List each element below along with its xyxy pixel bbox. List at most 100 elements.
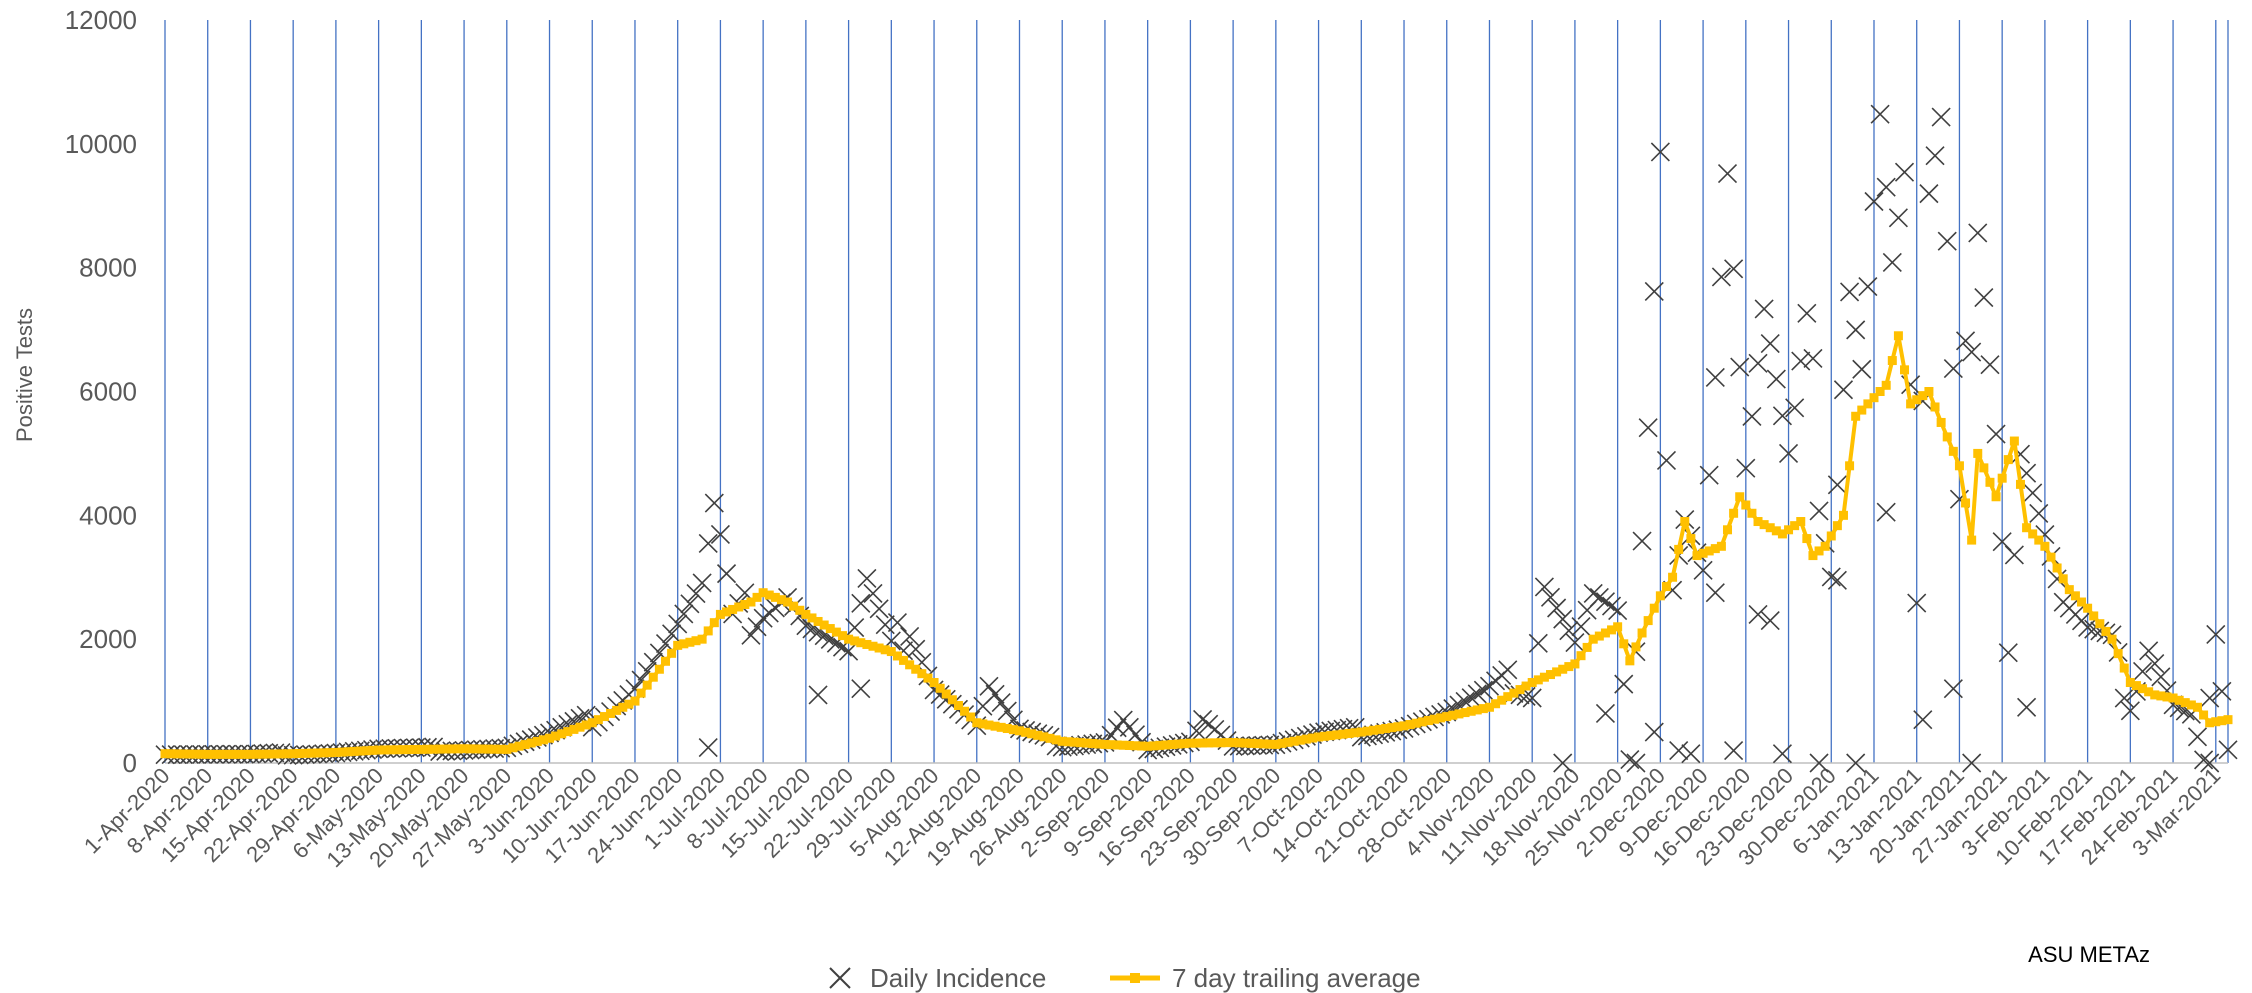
- data-point-7-day-average: [1692, 551, 1702, 561]
- data-point-daily-incidence: [1894, 162, 1915, 182]
- data-point-7-day-average: [465, 744, 475, 754]
- data-point-7-day-average: [795, 605, 805, 615]
- data-point-7-day-average: [1259, 739, 1269, 749]
- data-point-7-day-average: [746, 597, 756, 607]
- data-point-daily-incidence: [2132, 661, 2153, 681]
- data-point-daily-incidence: [2218, 740, 2238, 760]
- data-point-7-day-average: [1106, 740, 1116, 750]
- data-point-7-day-average: [1600, 628, 1610, 638]
- data-point-7-day-average: [490, 744, 500, 754]
- data-point-daily-incidence: [1565, 633, 1585, 653]
- data-point-7-day-average: [2150, 690, 2160, 700]
- data-point-7-day-average: [2156, 691, 2166, 701]
- data-point-daily-incidence: [1669, 741, 1689, 761]
- data-point-7-day-average: [874, 643, 884, 653]
- data-point-daily-incidence: [2017, 697, 2037, 717]
- data-point-daily-incidence: [857, 568, 877, 589]
- data-point-7-day-average: [1619, 639, 1629, 649]
- data-point-7-day-average: [1143, 741, 1153, 751]
- data-point-7-day-average: [1588, 634, 1598, 644]
- data-point-7-day-average: [844, 634, 854, 644]
- data-point-daily-incidence: [875, 615, 895, 635]
- data-point-7-day-average: [960, 706, 970, 716]
- data-point-7-day-average: [1063, 737, 1073, 747]
- data-point-7-day-average: [929, 678, 939, 688]
- data-point-7-day-average: [1991, 492, 2001, 502]
- data-point-daily-incidence: [1919, 184, 1939, 204]
- data-point-7-day-average: [856, 638, 866, 648]
- data-point-daily-incidence: [1876, 502, 1896, 522]
- data-point-7-day-average: [538, 735, 548, 745]
- data-point-daily-incidence: [1754, 299, 1774, 319]
- data-point-7-day-average: [1881, 380, 1891, 390]
- legend: Daily Incidence 7 day trailing average: [829, 963, 1421, 993]
- data-point-daily-incidence: [1785, 398, 1805, 418]
- data-point-7-day-average: [191, 749, 201, 759]
- data-point-7-day-average: [1124, 740, 1134, 750]
- data-point-7-day-average: [1307, 733, 1317, 743]
- data-point-daily-incidence: [668, 614, 688, 634]
- data-point-7-day-average: [1356, 727, 1366, 737]
- data-point-7-day-average: [520, 740, 530, 750]
- data-point-7-day-average: [2083, 603, 2093, 613]
- data-point-7-day-average: [2003, 455, 2013, 465]
- data-point-7-day-average: [862, 639, 872, 649]
- data-point-7-day-average: [1320, 731, 1330, 741]
- data-point-7-day-average: [1979, 463, 1989, 473]
- data-point-7-day-average: [1301, 734, 1311, 744]
- data-point-7-day-average: [2052, 563, 2062, 573]
- series-daily-incidence: [155, 104, 2238, 773]
- data-point-daily-incidence: [1888, 208, 1908, 228]
- data-point-daily-incidence: [1840, 282, 1860, 302]
- data-point-7-day-average: [1295, 735, 1305, 745]
- data-point-7-day-average: [203, 749, 213, 759]
- data-point-7-day-average: [1326, 731, 1336, 741]
- data-point-7-day-average: [953, 701, 963, 711]
- data-point-7-day-average: [496, 744, 506, 754]
- data-point-7-day-average: [1381, 724, 1391, 734]
- data-point-daily-incidence: [1998, 643, 2018, 663]
- data-point-daily-incidence: [930, 684, 950, 705]
- data-point-7-day-average: [422, 744, 432, 754]
- data-point-7-day-average: [1808, 551, 1818, 561]
- data-point-7-day-average: [532, 736, 542, 746]
- data-point-7-day-average: [1918, 391, 1928, 401]
- data-point-7-day-average: [1594, 631, 1604, 641]
- data-point-7-day-average: [1314, 732, 1324, 742]
- data-point-7-day-average: [1210, 738, 1220, 748]
- data-point-7-day-average: [355, 746, 365, 756]
- data-point-daily-incidence: [1717, 164, 1738, 184]
- data-point-7-day-average: [435, 744, 445, 754]
- data-point-7-day-average: [1039, 732, 1049, 742]
- data-point-7-day-average: [1668, 572, 1678, 582]
- data-point-7-day-average: [1137, 741, 1147, 751]
- data-point-7-day-average: [1900, 365, 1910, 375]
- data-point-7-day-average: [1423, 716, 1433, 726]
- data-point-7-day-average: [2101, 626, 2111, 636]
- legend-label-7-day-average: 7 day trailing average: [1172, 963, 1421, 993]
- data-point-daily-incidence: [1730, 357, 1750, 377]
- data-point-7-day-average: [1753, 517, 1763, 527]
- data-point-7-day-average: [1643, 616, 1653, 626]
- data-point-daily-incidence: [979, 676, 999, 696]
- data-point-7-day-average: [2131, 681, 2141, 691]
- data-point-7-day-average: [459, 744, 469, 754]
- data-point-daily-incidence: [1650, 142, 1670, 162]
- data-point-7-day-average: [563, 727, 573, 737]
- data-point-daily-incidence: [1858, 276, 1878, 297]
- data-point-7-day-average: [1338, 729, 1348, 739]
- data-point-7-day-average: [331, 747, 341, 757]
- data-point-7-day-average: [526, 738, 536, 748]
- data-point-daily-incidence: [1864, 191, 1884, 212]
- data-point-7-day-average: [477, 744, 487, 754]
- data-point-7-day-average: [1710, 544, 1720, 554]
- data-point-daily-incidence: [1876, 177, 1896, 197]
- data-point-7-day-average: [502, 744, 512, 754]
- data-point-7-day-average: [593, 715, 603, 725]
- data-point-7-day-average: [429, 744, 439, 754]
- data-point-daily-incidence: [1595, 592, 1616, 612]
- data-point-7-day-average: [453, 744, 463, 754]
- data-point-7-day-average: [2046, 552, 2056, 562]
- data-point-7-day-average: [1375, 724, 1385, 734]
